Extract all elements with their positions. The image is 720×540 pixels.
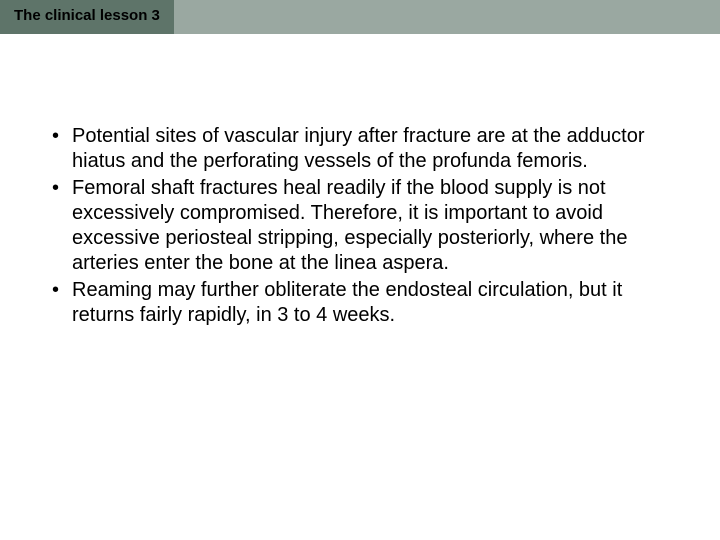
bullet-list: Potential sites of vascular injury after… (48, 124, 672, 328)
bullet-item: Femoral shaft fractures heal readily if … (48, 176, 672, 276)
slide-title: The clinical lesson 3 (0, 0, 174, 34)
bullet-item: Potential sites of vascular injury after… (48, 124, 672, 174)
bullet-item: Reaming may further obliterate the endos… (48, 278, 672, 328)
header-fill (174, 0, 720, 34)
slide-content: Potential sites of vascular injury after… (0, 34, 720, 328)
header-bar: The clinical lesson 3 (0, 0, 720, 34)
